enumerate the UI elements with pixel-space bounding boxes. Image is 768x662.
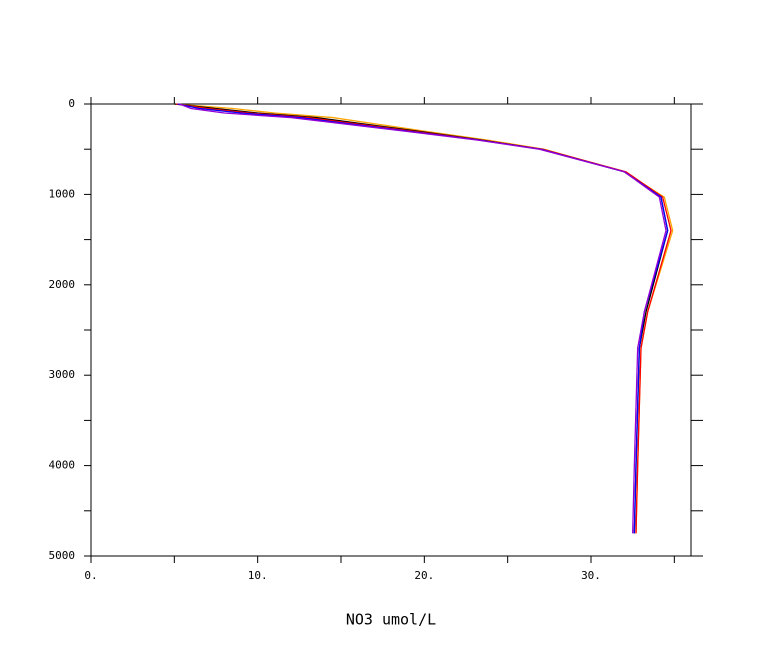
profile-line <box>177 103 669 534</box>
y-tick-label: 1000 <box>49 187 76 200</box>
y-tick-label: 4000 <box>49 459 76 472</box>
x-tick-label: 30. <box>581 569 601 582</box>
x-tick-label: 10. <box>248 569 268 582</box>
y-tick-label: 5000 <box>49 549 76 562</box>
profile-line <box>175 103 672 534</box>
x-tick-label: 0. <box>84 569 97 582</box>
y-tick-label: 3000 <box>49 368 76 381</box>
y-tick-label: 2000 <box>49 278 76 291</box>
x-tick-label: 20. <box>414 569 434 582</box>
profile-line <box>174 103 674 534</box>
x-axis-title: NO3 umol/L <box>346 611 436 629</box>
profile-line <box>174 103 669 534</box>
y-tick-label: 0 <box>68 97 75 110</box>
profile-line <box>179 103 667 534</box>
